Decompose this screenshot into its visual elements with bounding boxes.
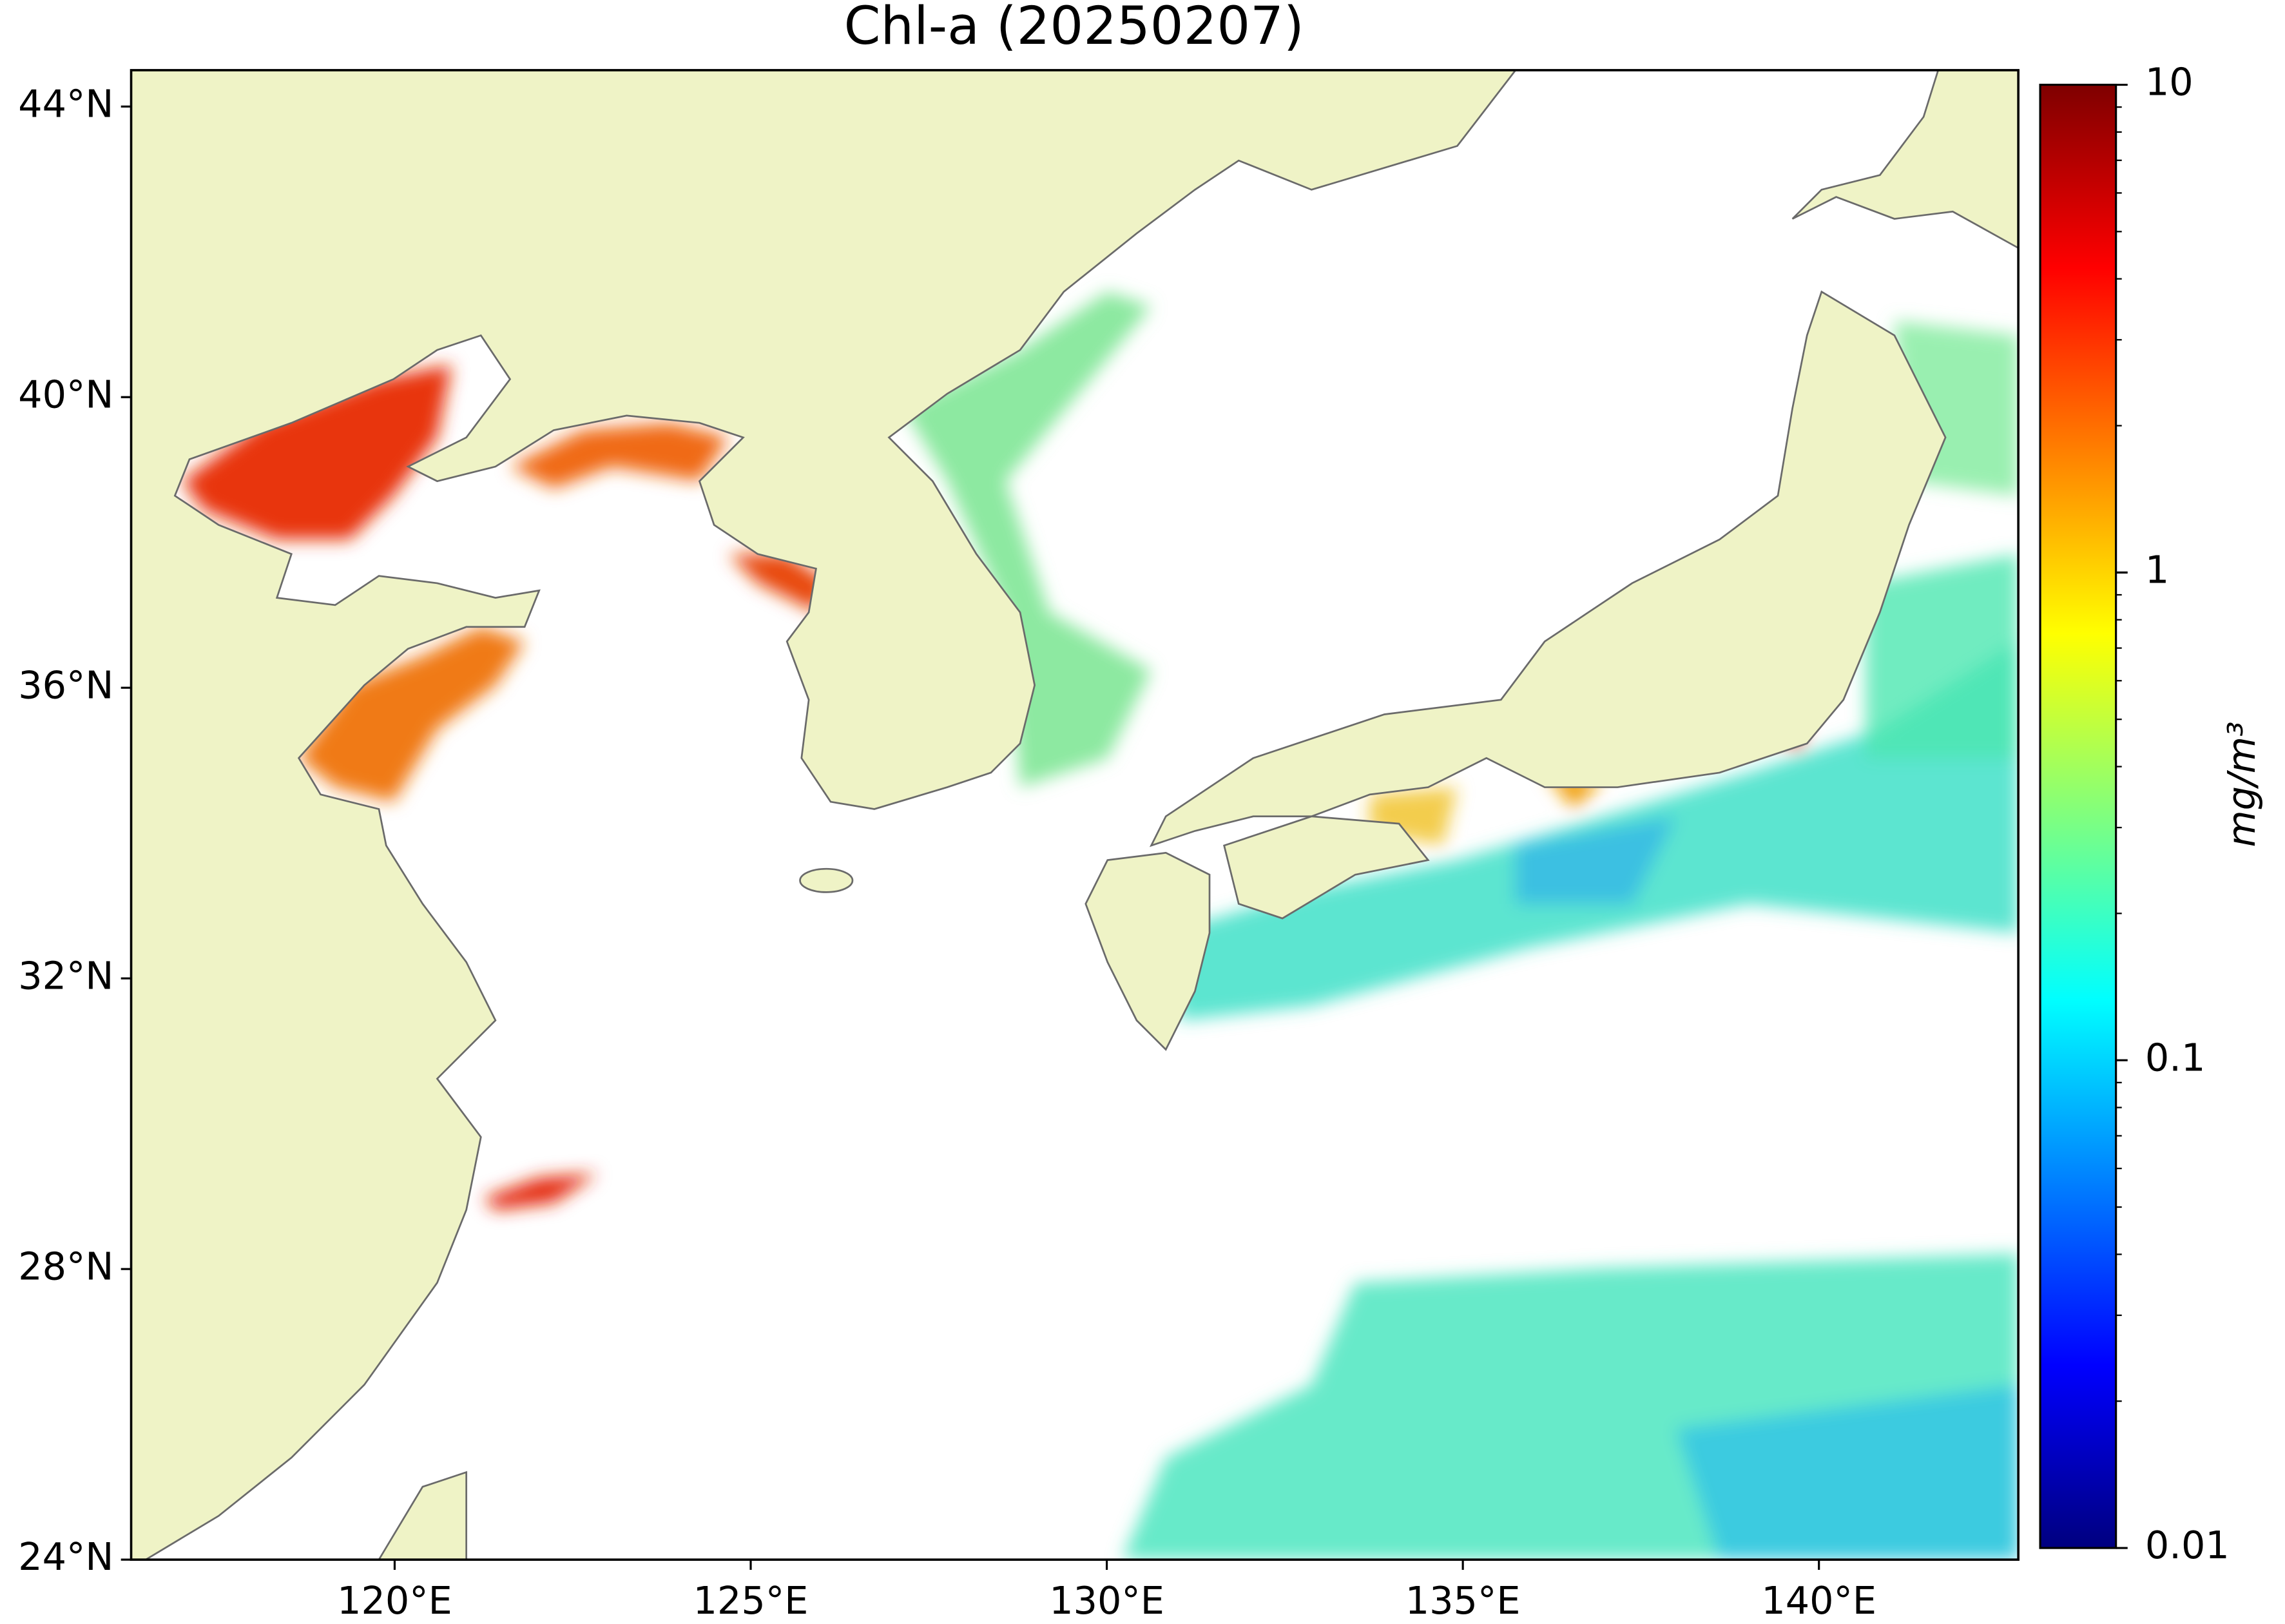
colorbar-label: mg/m³	[2219, 721, 2264, 847]
map-frame	[130, 69, 2020, 1561]
y-tick-label: 36°N	[18, 662, 113, 707]
x-tick-label: 120°E	[337, 1578, 452, 1623]
map-area	[131, 70, 2019, 1560]
chlorophyll-field	[182, 291, 2019, 1560]
chart-title: Chl-a (20250207)	[844, 0, 1304, 57]
x-tick-label: 140°E	[1761, 1578, 1876, 1623]
colorbar-tick-label: 1	[2145, 547, 2169, 592]
y-tick-label: 24°N	[18, 1534, 113, 1579]
colorbar	[2039, 83, 2117, 1549]
x-tick-label: 135°E	[1405, 1578, 1521, 1623]
colorbar-tick-label: 10	[2145, 60, 2193, 104]
land	[131, 70, 2019, 1560]
y-tick-label: 44°N	[18, 81, 113, 126]
colorbar-tick-label: 0.01	[2145, 1523, 2230, 1567]
x-tick-label: 130°E	[1049, 1578, 1164, 1623]
y-tick-label: 28°N	[18, 1244, 113, 1288]
x-tick-label: 125°E	[693, 1578, 809, 1623]
y-tick-label: 32°N	[18, 953, 113, 998]
y-tick-label: 40°N	[18, 372, 113, 416]
colorbar-tick-label: 0.1	[2145, 1035, 2205, 1079]
